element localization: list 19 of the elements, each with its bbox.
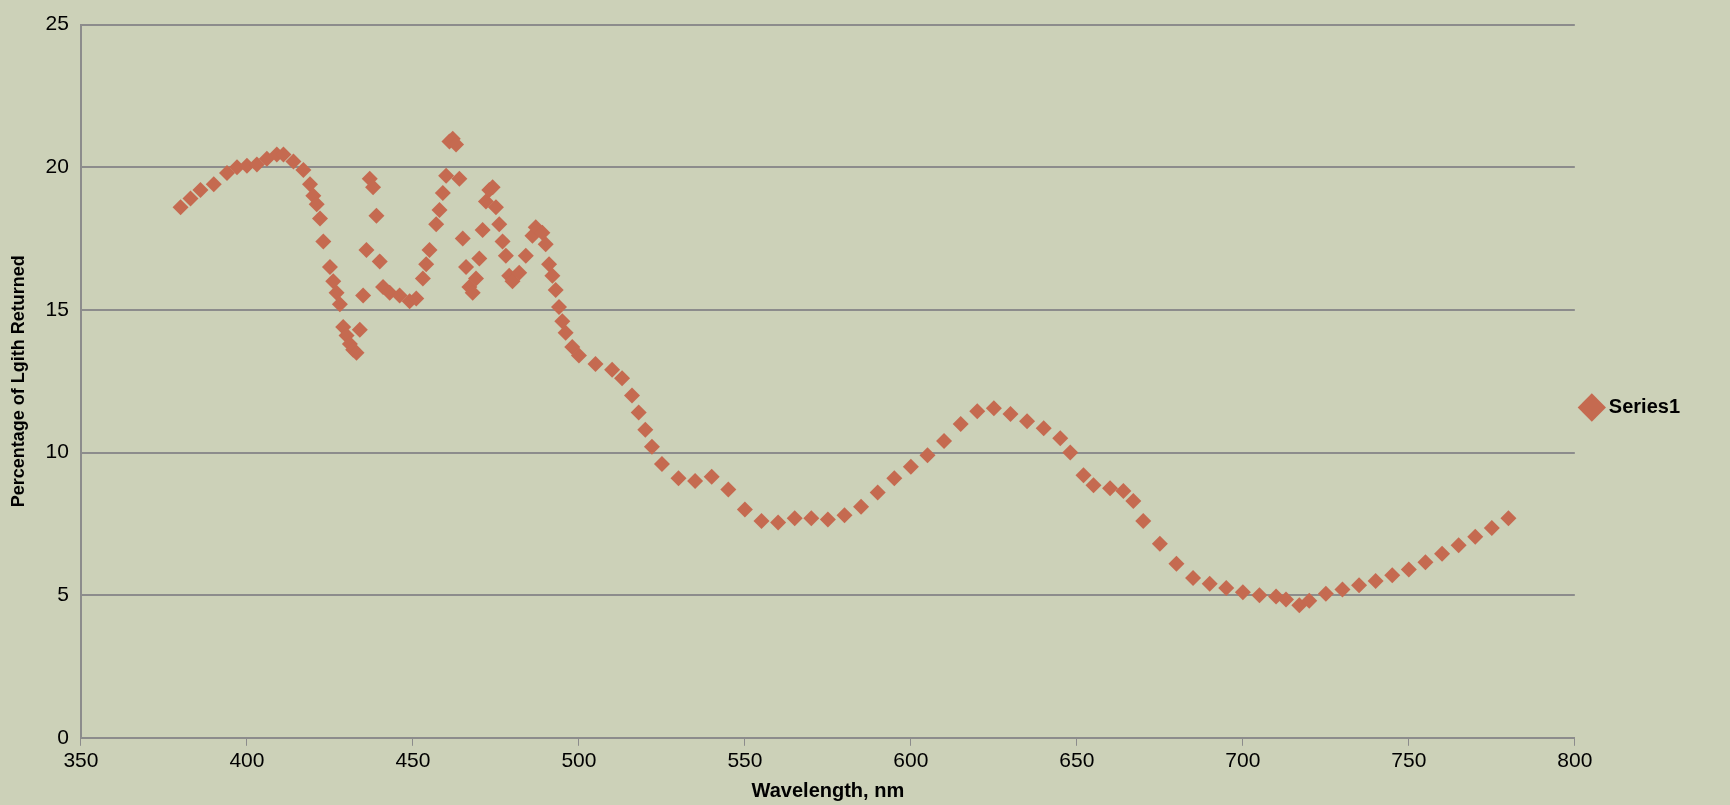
x-tick-label: 700 (1225, 748, 1261, 772)
y-tick-label: 10 (45, 439, 69, 463)
y-tick-label: 15 (45, 296, 69, 320)
x-tick-label: 500 (561, 748, 597, 772)
x-tick-label: 350 (63, 748, 99, 772)
y-tick-label: 5 (57, 581, 69, 605)
y-tick-label: 0 (57, 724, 69, 748)
x-tick-label: 650 (1059, 748, 1095, 772)
x-tick-label: 400 (229, 748, 265, 772)
x-tick-label: 800 (1557, 748, 1593, 772)
x-tick-label: 550 (727, 748, 763, 772)
y-axis-title: Percentage of Lgith Returned (7, 255, 28, 508)
x-tick-label: 750 (1391, 748, 1427, 772)
y-tick-label: 20 (45, 154, 69, 178)
x-tick-label: 450 (395, 748, 431, 772)
y-tick-label: 25 (45, 11, 69, 35)
x-axis-title: Wavelength, nm (751, 778, 905, 801)
x-tick-label: 600 (893, 748, 929, 772)
legend-label: Series1 (1608, 395, 1680, 418)
